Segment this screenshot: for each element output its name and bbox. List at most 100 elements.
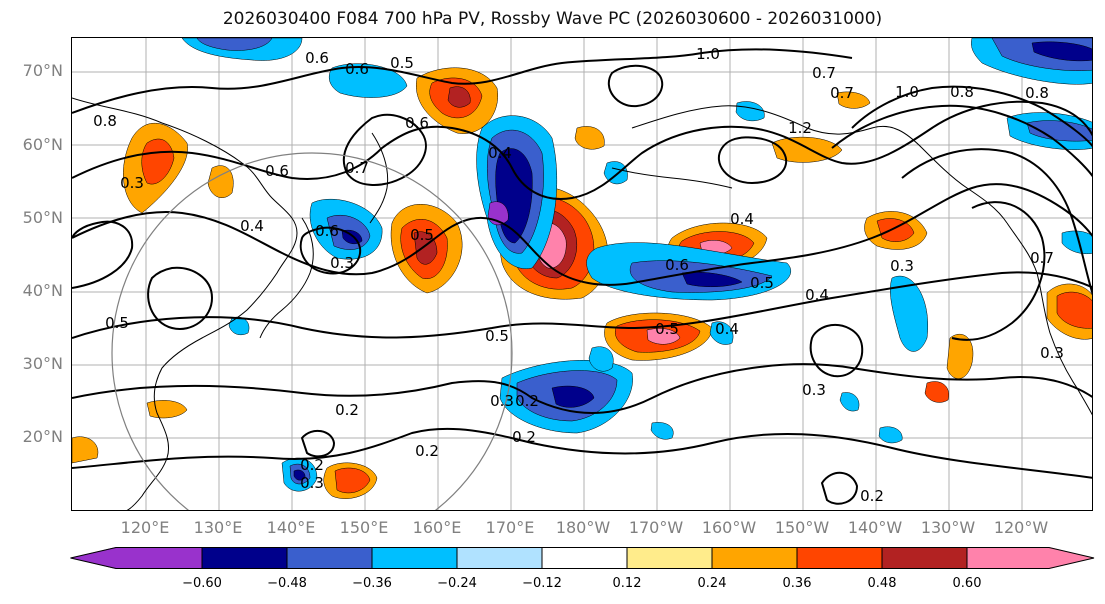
contour-label: 0.3 (120, 174, 144, 192)
pv-contour-line (809, 324, 864, 378)
pv-contour-line (607, 64, 664, 108)
contour-label: 0.3 (300, 474, 324, 492)
contour-label: 0.8 (93, 112, 117, 130)
pv-contour-line (951, 201, 1046, 341)
map-canvas: 1.0 0.8 0.6 0.5 0.6 0.7 0.6 0.5 0.6 0.4 … (72, 38, 1092, 510)
colorbar-segment (712, 547, 797, 569)
colorbar-segment (287, 547, 372, 569)
map-panel: 1.0 0.8 0.6 0.5 0.6 0.7 0.6 0.5 0.6 0.4 … (71, 37, 1093, 511)
colorbar-segment (372, 547, 457, 569)
negative-anomaly-patch (878, 426, 903, 444)
colorbar-segment (797, 547, 882, 569)
colorbar-tick-label: 0.60 (952, 576, 982, 591)
contour-label: 0.2 (515, 392, 539, 410)
lat-label-60n: 60°N (22, 135, 63, 154)
contour-label: 0.5 (105, 314, 129, 332)
contour-label: 0.4 (715, 320, 739, 338)
lon-label-120w: 120°W (993, 518, 1049, 537)
negative-anomaly-patch (328, 63, 408, 98)
negative-anomaly-patch (293, 469, 306, 481)
pv-contour-line (72, 48, 853, 114)
positive-anomaly-patch (141, 138, 175, 185)
negative-anomaly-patch (603, 161, 628, 185)
lat-label-50n: 50°N (22, 208, 63, 227)
contour-label: 0.3 (330, 254, 354, 272)
lon-label-150e: 150°E (339, 518, 389, 537)
negative-anomaly-patch (681, 271, 743, 287)
positive-anomaly-patch (946, 333, 974, 379)
contour-label: 0.2 (335, 401, 359, 419)
pv-contour-line (901, 148, 1092, 296)
aleutian-chain (611, 167, 733, 189)
pv-contour-line (820, 471, 859, 505)
colorbar-tick-label: −0.24 (437, 576, 477, 591)
asia-coastline (72, 97, 298, 510)
colorbar-tick-label: −0.60 (182, 576, 222, 591)
contour-label: 0.6 (665, 256, 689, 274)
contour-label: 0.6 (315, 222, 339, 240)
contour-label: 0.5 (750, 274, 774, 292)
contour-label: 0.5 (390, 54, 414, 72)
lon-label-150w: 150°W (774, 518, 830, 537)
colorbar-segment (542, 547, 627, 569)
contour-label: 0.8 (950, 83, 974, 101)
colorbar-tick-label: −0.12 (522, 576, 562, 591)
positive-anomaly-patch (876, 218, 915, 242)
negative-anomaly-patch (650, 422, 674, 440)
pv-contour-line (831, 104, 1092, 178)
pv-contours (72, 48, 1092, 505)
chart-title: 2026030400 F084 700 hPa PV, Rossby Wave … (222, 9, 883, 29)
negative-anomaly-patch (196, 38, 273, 51)
lat-label-40n: 40°N (22, 281, 63, 300)
colorbar-segment (627, 547, 712, 569)
positive-anomaly-patch (924, 381, 950, 403)
colorbar-segment (202, 547, 287, 569)
positive-anomaly-patch (574, 126, 605, 150)
contour-label: 0.7 (1030, 249, 1054, 267)
contour-label: 0.2 (512, 428, 536, 446)
lon-label-140e: 140°E (266, 518, 316, 537)
contour-label: 0.4 (240, 217, 264, 235)
negative-anomaly-patch (551, 385, 595, 408)
colorbar-segment (882, 547, 967, 569)
pv-contour-line (72, 100, 1092, 200)
colorbar (70, 547, 1095, 569)
colorbar-tick-label: 0.24 (697, 576, 727, 591)
contour-label: 0.7 (830, 84, 854, 102)
colorbar-extend-max (967, 547, 1094, 569)
negative-anomaly-patch (228, 316, 250, 336)
colorbar-tick-label: 0.36 (782, 576, 812, 591)
lon-label-130e: 130°E (193, 518, 243, 537)
pv-contour-line (72, 271, 1092, 339)
positive-anomaly-patch (334, 467, 371, 494)
negative-anomaly-patch (1026, 120, 1092, 142)
contour-label: 0.3 (802, 381, 826, 399)
positive-anomaly-patch (413, 231, 438, 265)
contour-label: 0.3 (490, 392, 514, 410)
positive-anomaly-patch (207, 165, 234, 198)
north-america-coastline (1006, 222, 1092, 416)
contour-label: 0.8 (1025, 84, 1049, 102)
lon-label-160w: 160°W (701, 518, 757, 537)
contour-label: 0.6 (345, 60, 369, 78)
contour-label: 0.7 (812, 64, 836, 82)
alaska-coastline (631, 105, 1008, 224)
pv-contour-line (342, 113, 427, 186)
contour-label: 1.0 (696, 45, 720, 63)
contour-label: 0.2 (300, 456, 324, 474)
kamchatka-coastline (369, 132, 389, 224)
contour-label: 0.3 (890, 257, 914, 275)
colorbar-tick-label: −0.36 (352, 576, 392, 591)
contour-label: 1.2 (788, 119, 812, 137)
lon-label-130w: 130°W (920, 518, 976, 537)
contour-label: 1.0 (895, 83, 919, 101)
lat-label-70n: 70°N (22, 61, 63, 80)
pv-contour-line (72, 363, 1092, 414)
contour-label: 0.6 (265, 162, 289, 180)
negative-anomaly-patch (839, 392, 860, 412)
pv-contour-line (717, 136, 787, 185)
pv-contour-line (851, 85, 1092, 148)
pv-contour-line (72, 427, 1092, 479)
lat-label-30n: 30°N (22, 354, 63, 373)
lon-label-170e: 170°E (485, 518, 535, 537)
